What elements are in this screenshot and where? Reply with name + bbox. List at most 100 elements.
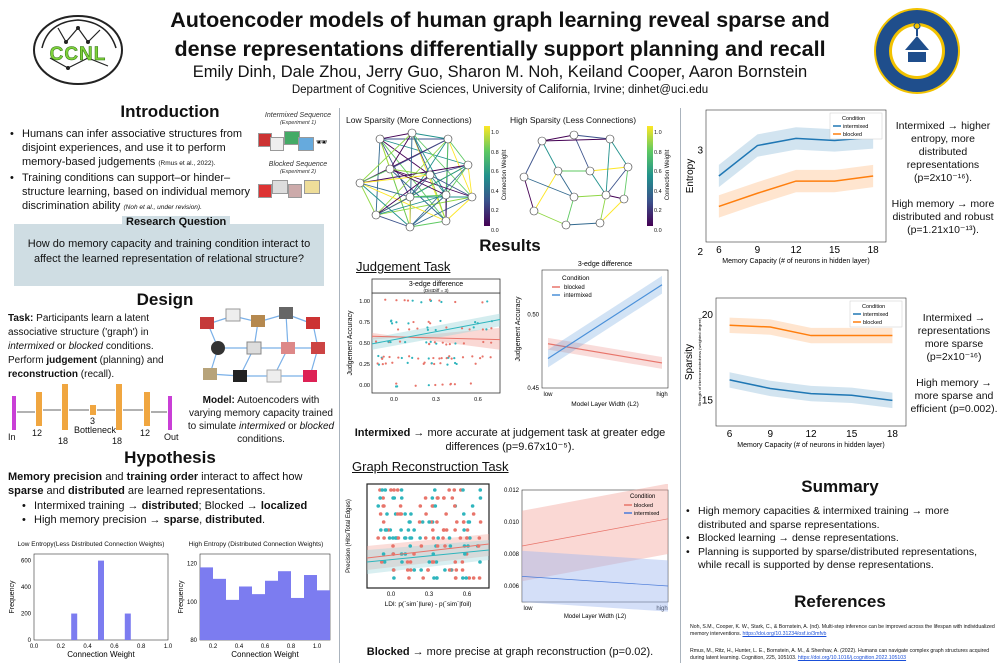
results-heading: Results [479,236,541,255]
graph-edge [375,138,381,216]
rscatter-point [385,512,389,516]
rscatter-band-intermixed [367,540,489,574]
rscatter-point [392,496,397,500]
graph-edge [375,196,473,216]
column-divider-1 [339,108,340,663]
graph-node [407,128,417,138]
graph-edge [379,132,413,140]
rscatter-point [464,576,469,580]
jscatter-point [485,328,488,331]
jscatter-point [471,355,474,358]
jscatter-point [481,301,484,304]
jscatter-point [395,382,398,385]
layer-label-bottleneck-size: 3 [90,416,96,426]
summary-bullet-3: Planning is supported by sparse/distribu… [684,546,996,573]
jscatter-point [427,384,430,387]
jscatter-point [397,356,400,359]
entropy-ytick: 2 [697,247,703,258]
jscatter-point [389,340,392,344]
rscatter-point [427,520,431,524]
jscatter-point [478,357,482,360]
rscatter-point [450,496,455,500]
jscatter-point [406,299,410,302]
summary-bullet-1: High memory capacities & intermixed trai… [684,505,996,532]
summary-bullet-2: Blocked learning → dense representations… [684,532,996,546]
poster-title: Autoencoder models of human graph learni… [150,6,850,64]
reconstruction-heading: Graph Reconstruction Task [352,459,509,474]
jscatter-point [482,340,485,344]
rscatter-point [435,520,439,524]
hist-high-chart: 80 100 120 0.2 0.4 0.6 0.8 1.0 Connection Weight… [178,553,331,659]
intermixed-sequence-label: Intermixed Sequence (Experiment 1) [264,112,332,126]
rscatter-point [412,568,417,572]
hist-high-xtick: 0.8 [287,644,296,650]
graph-edge [359,168,391,184]
reference-2-link[interactable]: https://doi.org/10.1016/j.cognition.2022… [797,655,907,661]
graph-edge [409,164,469,228]
rscatter-point [384,528,389,532]
rscatter-point [430,504,435,508]
rscatter-point [399,496,404,500]
rscatter-point [380,488,385,492]
graph-node [467,192,477,202]
design-heading: Design [136,290,194,309]
rscatter-point [391,536,395,540]
graph-edge [389,168,473,198]
rscatter-point [478,496,483,500]
low-sparsity-graph [355,128,477,232]
graph-edge [379,138,391,170]
rscatter-point [424,512,428,516]
layer-label-in: In [8,432,16,442]
jscatter-point [426,326,429,329]
jscatter-xtick: 0.0 [390,397,398,403]
jscatter-ytick: 1.00 [359,299,370,305]
rscatter-point [408,568,413,572]
high-sparsity-title: High Sparsity (Less Connections) [510,115,637,125]
reference-1-link[interactable]: https://doi.org/10.31234/osf.io/3mfvb [742,631,827,637]
hist-low-ytick: 600 [21,559,32,565]
graph-node [569,192,579,202]
rscatter-point [471,576,476,580]
jscatter-point [382,355,385,358]
jscatter-point [433,362,436,366]
graph-edge [359,182,411,198]
jwidth-xtick: high [656,392,667,398]
autoencoder-architecture: In 12 18 3 Bottleneck 18 12 Out [6,378,182,448]
rscatter-point [478,488,483,492]
rscatter-point [382,536,386,540]
judgement-heading: Judgement Task [356,259,451,274]
graph-edge [589,166,629,172]
jscatter-point [427,320,430,323]
jscatter-point [490,327,493,330]
jscatter-title-box [371,278,501,294]
graph-edge [411,132,431,176]
graph-edge [359,182,447,222]
graph-edge [557,170,575,198]
reference-1: Noh, S.M., Cooper, K. W., Stark, C., & B… [690,624,995,637]
rscatter-point [468,536,472,540]
rscatter-point [454,568,459,572]
rscatter-point [466,520,471,524]
graph-edge [375,194,447,216]
reconstruction-conclusion: Blocked → more precise at graph reconstr… [366,646,654,658]
hist-low-ytick: 400 [21,585,32,591]
graph-node [619,194,629,204]
intermixed-sequence-images: 🕶 [258,129,338,151]
title-line-2: dense representations differentially sup… [174,37,826,61]
entropy-legend-blocked: blocked [843,132,862,138]
hypothesis-bullet-1: Intermixed training → distributed; Block… [20,499,336,513]
entropy-band-intermixed [718,126,874,188]
entropy-xtick: 18 [868,245,880,256]
rscatter-point [418,504,423,508]
design-model-text: Model: Autoencoders with varying memory … [187,395,335,445]
jscatter-title: 3-edge difference [409,281,463,288]
graph-node [529,206,539,216]
jscatter-point [440,356,443,360]
low-sparsity-title: Low Sparsity (More Connections) [346,115,472,125]
entropy-line-blocked [718,175,874,208]
graph-node [605,134,615,144]
rscatter-xtick: 0.3 [425,592,434,598]
entropy-xtick: 6 [716,245,722,256]
jscatter-point [390,319,393,322]
jscatter-point [404,341,407,344]
